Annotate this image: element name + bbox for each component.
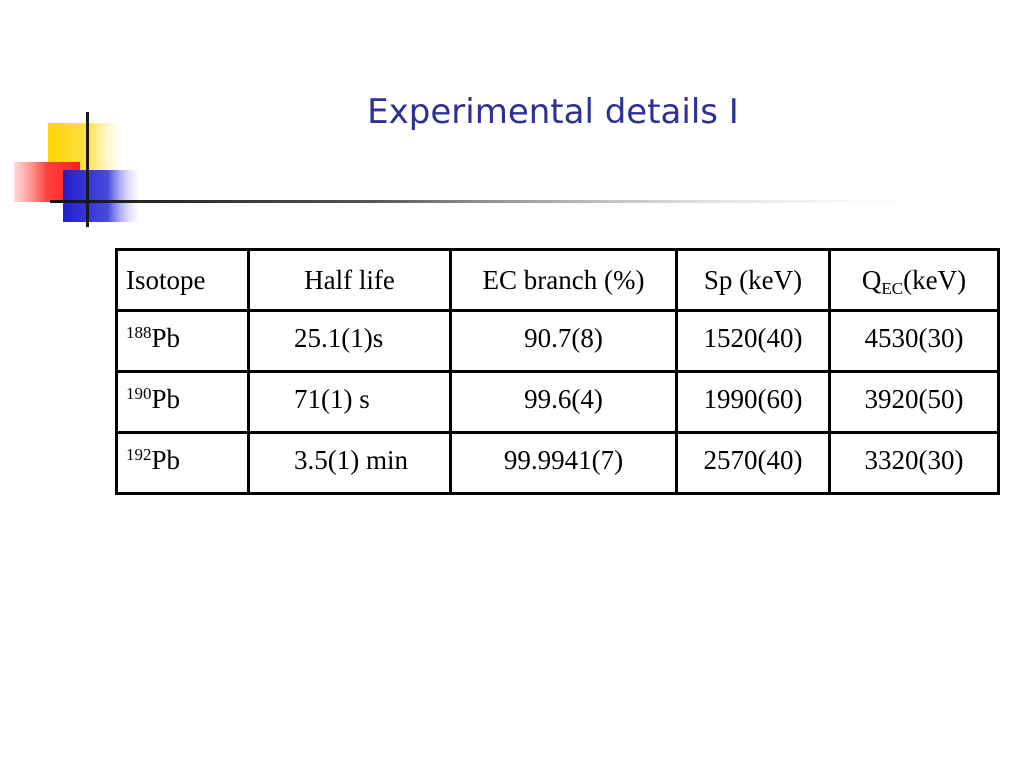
header-qec-unit: (keV) [903, 264, 967, 295]
mass-number: 188 [126, 323, 152, 342]
table-header-row: Isotope Half life EC branch (%) Sp (keV)… [115, 248, 1000, 312]
cell-ec-branch: 90.7(8) [449, 309, 678, 373]
deco-vertical-line [86, 112, 89, 227]
slide-title: Experimental details I [367, 92, 739, 132]
header-qec-subscript: EC [881, 278, 904, 298]
corner-decoration [14, 112, 965, 227]
cell-half-life: 25.1(1)s [247, 309, 452, 373]
header-sp: Sp (keV) [675, 248, 831, 312]
cell-half-life: 3.5(1) min [247, 431, 452, 495]
deco-blue-square [63, 170, 138, 222]
cell-isotope: 188Pb [115, 309, 250, 373]
cell-isotope: 190Pb [115, 370, 250, 434]
cell-qec: 3320(30) [828, 431, 1000, 495]
header-isotope: Isotope [115, 248, 250, 312]
element-symbol: Pb [151, 445, 181, 475]
cell-sp: 1990(60) [675, 370, 831, 434]
table-row: 190Pb 71(1) s 99.6(4) 1990(60) 3920(50) [115, 370, 1000, 434]
cell-half-life: 71(1) s [247, 370, 452, 434]
header-qec-main: Q [861, 264, 882, 295]
cell-sp: 1520(40) [675, 309, 831, 373]
cell-sp: 2570(40) [675, 431, 831, 495]
table-row: 188Pb 25.1(1)s 90.7(8) 1520(40) 4530(30) [115, 309, 1000, 373]
element-symbol: Pb [151, 323, 181, 353]
cell-qec: 4530(30) [828, 309, 1000, 373]
deco-horizontal-rule [50, 200, 965, 203]
mass-number: 192 [126, 445, 152, 464]
isotope-table: Isotope Half life EC branch (%) Sp (keV)… [115, 248, 1000, 495]
cell-ec-branch: 99.6(4) [449, 370, 678, 434]
header-half-life: Half life [247, 248, 452, 312]
cell-ec-branch: 99.9941(7) [449, 431, 678, 495]
element-symbol: Pb [151, 384, 181, 414]
cell-qec: 3920(50) [828, 370, 1000, 434]
header-ec-branch: EC branch (%) [449, 248, 678, 312]
table-row: 192Pb 3.5(1) min 99.9941(7) 2570(40) 332… [115, 431, 1000, 495]
cell-isotope: 192Pb [115, 431, 250, 495]
header-qec: QEC(keV) [828, 248, 1000, 312]
mass-number: 190 [126, 384, 152, 403]
